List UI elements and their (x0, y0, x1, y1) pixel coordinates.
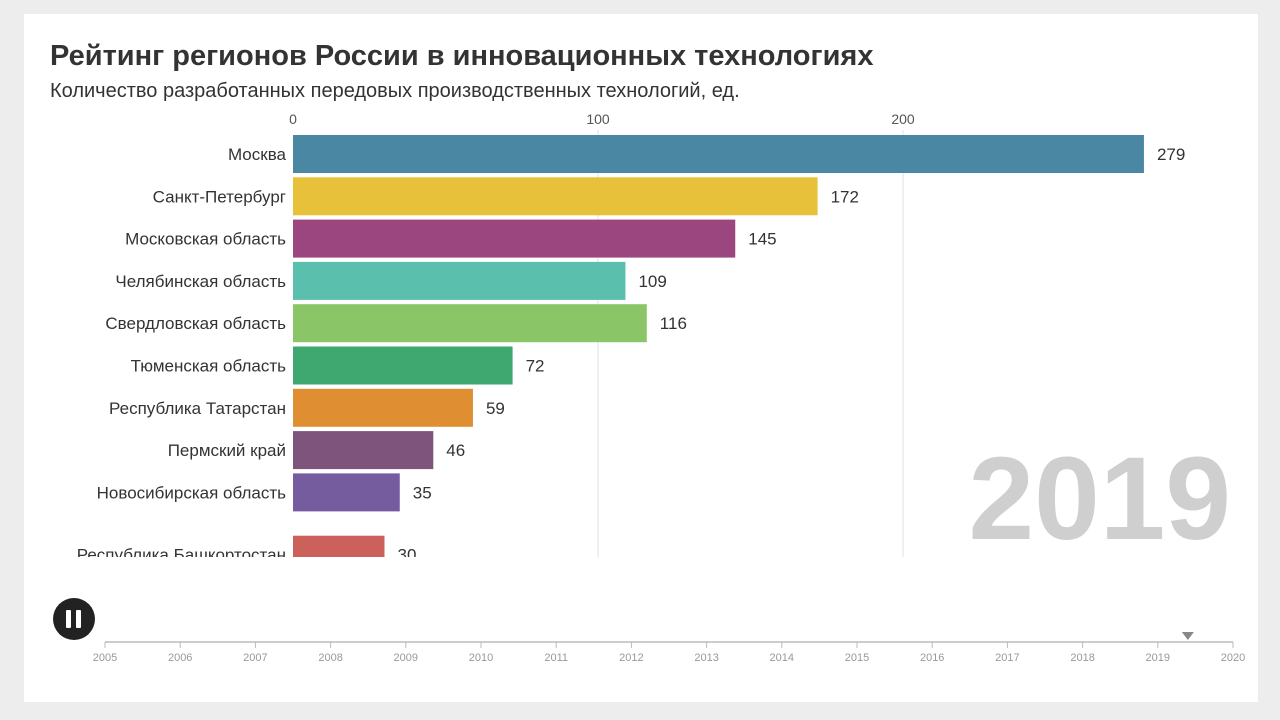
bar (293, 261, 626, 300)
value-label: 116 (660, 314, 687, 333)
bar (293, 346, 513, 385)
bar (293, 304, 647, 343)
value-label: 145 (748, 230, 776, 249)
bar (293, 388, 473, 427)
category-label: Санкт-Петербург (153, 187, 286, 206)
timeline-year-label: 2012 (619, 652, 643, 664)
timeline-year-label: 2010 (469, 652, 493, 664)
timeline-year-label: 2019 (1146, 652, 1170, 664)
value-label: 30 (398, 546, 417, 565)
timeline-year-label: 2015 (845, 652, 869, 664)
timeline-year-label: 2007 (243, 652, 267, 664)
value-label: 279 (1157, 145, 1185, 164)
value-label: 172 (831, 187, 859, 206)
pause-button[interactable] (53, 598, 95, 640)
category-label: Республика Башкортостан (77, 546, 286, 565)
timeline-year-label: 2018 (1070, 652, 1094, 664)
category-label: Москва (228, 145, 287, 164)
category-label: Свердловская область (105, 314, 286, 333)
bar (293, 177, 818, 216)
timeline-year-label: 2005 (93, 652, 117, 664)
chart-title: Рейтинг регионов России в инновационных … (50, 40, 874, 72)
category-label: Челябинская область (115, 272, 286, 291)
timeline-year-label: 2020 (1221, 652, 1245, 664)
timeline-year-label: 2006 (168, 652, 192, 664)
pause-icon (66, 610, 82, 628)
x-tick-label: 0 (289, 111, 297, 127)
timeline-year-label: 2013 (694, 652, 718, 664)
bars-group: Москва 279 Санкт-Петербург 172 Московская об… (77, 135, 1185, 565)
timeline-year-label: 2011 (544, 652, 568, 664)
value-label: 46 (446, 441, 465, 460)
timeline-year-label: 2008 (318, 652, 342, 664)
timeline-year-label: 2017 (995, 652, 1019, 664)
category-label: Московская область (125, 230, 286, 249)
bar (293, 473, 400, 512)
bar (293, 135, 1144, 173)
timeline-year-label: 2014 (770, 652, 794, 664)
category-label: Тюменская область (131, 357, 287, 376)
timeline-year-label: 2009 (394, 652, 418, 664)
category-label: Новосибирская область (97, 483, 286, 502)
bar (293, 219, 736, 258)
value-label: 72 (526, 357, 545, 376)
chart-card: Рейтинг регионов России в инновационных … (24, 14, 1258, 702)
year-watermark: 2019 (968, 433, 1231, 565)
timeline-year-label: 2016 (920, 652, 944, 664)
value-label: 35 (413, 483, 432, 502)
category-label: Республика Татарстан (109, 399, 286, 418)
value-label: 109 (638, 272, 666, 291)
category-label: Пермский край (168, 441, 286, 460)
x-tick-label: 200 (891, 111, 915, 127)
x-tick-label: 100 (586, 111, 610, 127)
bar (293, 431, 434, 470)
chart-subtitle: Количество разработанных передовых произ… (50, 80, 740, 102)
value-label: 59 (486, 399, 505, 418)
bar (293, 535, 385, 557)
timeline-marker-icon (1181, 632, 1194, 640)
